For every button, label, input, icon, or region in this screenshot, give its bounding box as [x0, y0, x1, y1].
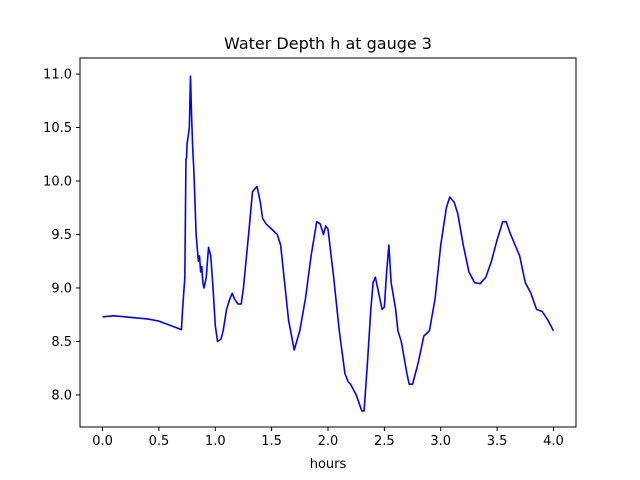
series-line — [102, 75, 555, 412]
x-axis: 0.0 0.5 1.0 1.5 2.0 2.5 3.0 3.5 4.0 — [92, 427, 564, 449]
plot-area — [80, 58, 576, 427]
x-tick-label: 4.0 — [543, 434, 564, 449]
x-tick-label: 2.5 — [374, 434, 395, 449]
x-tick-label: 1.0 — [205, 434, 226, 449]
chart-title: Water Depth h at gauge 3 — [224, 34, 432, 53]
x-tick-label: 2.0 — [318, 434, 339, 449]
y-tick-label: 9.5 — [51, 228, 72, 243]
y-tick-label: 9.0 — [51, 281, 72, 296]
y-tick-label: 8.5 — [51, 335, 72, 350]
y-axis: 8.0 8.5 9.0 9.5 10.0 10.5 11.0 — [43, 68, 80, 403]
x-tick-label: 0.0 — [92, 434, 113, 449]
x-axis-label: hours — [310, 457, 347, 472]
chart-marks — [102, 75, 555, 412]
y-tick-label: 8.0 — [51, 388, 72, 403]
y-tick-label: 10.5 — [43, 121, 72, 136]
x-tick-label: 3.5 — [487, 434, 508, 449]
y-tick-label: 11.0 — [43, 68, 72, 83]
x-tick-label: 1.5 — [261, 434, 282, 449]
x-tick-label: 0.5 — [149, 434, 170, 449]
x-tick-label: 3.0 — [430, 434, 451, 449]
y-tick-label: 10.0 — [43, 175, 72, 190]
